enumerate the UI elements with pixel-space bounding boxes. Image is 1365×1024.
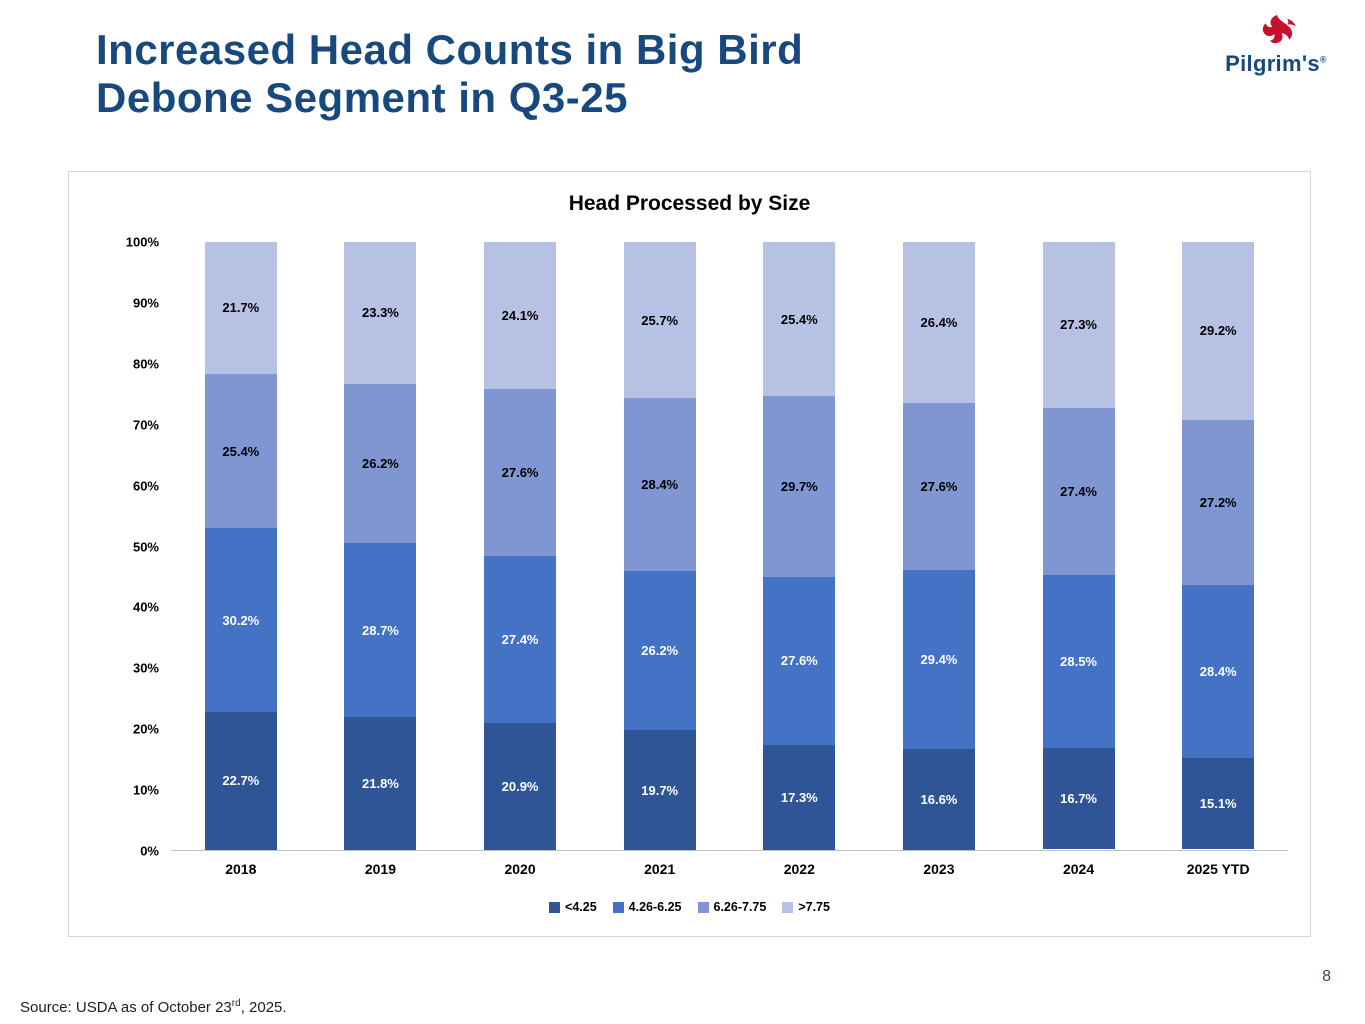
- bar-column: 26.4% 27.6% 29.4% 16.6%: [869, 242, 1009, 850]
- pilgrims-flame-icon: [1262, 15, 1296, 44]
- bar-segment: 15.1%: [1182, 757, 1255, 850]
- bar-segment: 26.2%: [623, 570, 696, 731]
- legend-item: >7.75: [782, 900, 830, 914]
- chart-title: Head Processed by Size: [568, 192, 811, 215]
- y-tick-label: 70%: [132, 417, 159, 433]
- bar-segment: 20.9%: [484, 722, 557, 850]
- legend-label: <4.25: [565, 900, 597, 914]
- category-label: 2024: [1062, 861, 1095, 877]
- category-label: 2023: [923, 861, 955, 877]
- stacked-bar: 23.3% 26.2% 28.7% 21.8%: [344, 242, 417, 850]
- bar-column: 21.7% 25.4% 30.2% 22.7%: [171, 242, 311, 850]
- bar-segment: 21.7%: [204, 242, 277, 374]
- bar-segment: 27.2%: [1182, 419, 1255, 585]
- bar-segment: 25.4%: [204, 373, 277, 529]
- plot-row: 100% 90% 80% 70% 60% 50% 40% 30% 20% 10% 0% 21.7% 2…: [109, 235, 1288, 859]
- bar-segment: 29.7%: [763, 396, 836, 577]
- y-tick-label: 0%: [140, 843, 159, 859]
- bar-segment: 17.3%: [763, 744, 836, 850]
- bar-segment: 26.2%: [344, 383, 417, 543]
- legend-item: <4.25: [549, 900, 597, 914]
- legend-label: >7.75: [798, 900, 830, 914]
- y-tick-label: 30%: [132, 660, 159, 676]
- stacked-bar: 24.1% 27.6% 27.4% 20.9%: [484, 242, 557, 850]
- bar-segment: 24.1%: [484, 242, 557, 389]
- source-note: Source: USDA as of October 23rd, 2025.: [20, 998, 287, 1016]
- y-tick-label: 20%: [132, 721, 159, 737]
- legend-swatch: [549, 901, 561, 913]
- logo-wordmark: Pilgrim's®: [1225, 51, 1327, 76]
- bar-segment: 27.3%: [1042, 242, 1115, 408]
- bar-column: 25.4% 29.7% 27.6% 17.3%: [730, 242, 870, 850]
- y-tick-label: 50%: [132, 539, 159, 554]
- category-label: 2020: [504, 861, 536, 877]
- bar-segment: 28.5%: [1042, 574, 1115, 748]
- bar-segment: 29.4%: [902, 570, 975, 750]
- registered-mark: ®: [1319, 54, 1327, 65]
- legend-item: 6.26-7.75: [697, 900, 767, 914]
- bar-segment: 16.7%: [1042, 747, 1115, 850]
- bar-segment: 27.6%: [484, 388, 557, 557]
- page-number: 8: [1322, 968, 1331, 985]
- bar-column: 23.3% 26.2% 28.7% 21.8%: [311, 242, 451, 850]
- legend-swatch: [782, 901, 794, 913]
- page-title: Increased Head Counts in Big Bird Debone…: [96, 26, 804, 122]
- stacked-bar: 25.7% 28.4% 26.2% 19.7%: [623, 242, 696, 850]
- stacked-bar: 26.4% 27.6% 29.4% 16.6%: [902, 242, 975, 850]
- bar-segment: 19.7%: [623, 730, 696, 850]
- legend-item: 4.26-6.25: [612, 900, 682, 914]
- category-label: 2025 YTD: [1186, 861, 1250, 877]
- bar-segment: 30.2%: [204, 528, 277, 712]
- x-axis: 2018 2019 2020 2021 2022 2023 2024 2025 YTD: [171, 861, 1288, 877]
- stacked-bar: 29.2% 27.2% 28.4% 15.1%: [1182, 242, 1255, 850]
- stacked-bar: 21.7% 25.4% 30.2% 22.7%: [204, 242, 277, 850]
- bar-segment: 27.6%: [763, 576, 836, 745]
- bar-segment: 27.6%: [902, 402, 975, 571]
- y-tick-label: 90%: [132, 295, 159, 311]
- chart-container: Head Processed by Size 100% 90% 80% 70% 60% 5…: [68, 171, 1311, 937]
- y-tick-label: 100%: [125, 234, 159, 250]
- bar-column: 25.7% 28.4% 26.2% 19.7%: [590, 242, 730, 850]
- y-tick-label: 40%: [132, 599, 159, 615]
- bar-column: 29.2% 27.2% 28.4% 15.1%: [1148, 242, 1288, 850]
- pilgrims-logo: Pilgrim's®: [1211, 14, 1341, 76]
- stacked-bar: 27.3% 27.4% 28.5% 16.7%: [1042, 242, 1115, 850]
- category-label: 2021: [644, 861, 676, 877]
- bar-column: 24.1% 27.6% 27.4% 20.9%: [450, 242, 590, 850]
- legend: <4.25 4.26-6.25 6.26-7.75 >7.75: [69, 900, 1310, 914]
- legend-swatch: [612, 901, 624, 913]
- legend-label: 4.26-6.25: [628, 900, 682, 914]
- bar-segment: 28.4%: [623, 398, 696, 571]
- category-label: 2018: [225, 861, 257, 877]
- bar-segment: 22.7%: [204, 711, 277, 850]
- bar-column: 27.3% 27.4% 28.5% 16.7%: [1009, 242, 1149, 850]
- bar-segment: 27.4%: [484, 556, 557, 723]
- bar-segment: 26.4%: [902, 242, 975, 403]
- y-axis: 100% 90% 80% 70% 60% 50% 40% 30% 20% 10% 0%: [109, 235, 171, 859]
- plot-area: 21.7% 25.4% 30.2% 22.7% 23.3% 26.2% 28.7% 21.8%…: [171, 242, 1288, 851]
- bar-segment: 27.4%: [1042, 407, 1115, 575]
- legend-swatch: [697, 901, 709, 913]
- bar-segment: 16.6%: [902, 749, 975, 850]
- source-text-prefix: Source: USDA as of October 23: [20, 999, 232, 1016]
- source-superscript: rd: [231, 998, 241, 1009]
- bar-segment: 25.4%: [763, 242, 836, 397]
- bar-segment: 28.7%: [344, 542, 417, 718]
- stacked-bar: 25.4% 29.7% 27.6% 17.3%: [763, 242, 836, 850]
- bar-segment: 23.3%: [344, 242, 417, 384]
- bar-segment: 21.8%: [344, 717, 417, 850]
- y-tick-label: 10%: [132, 782, 159, 798]
- category-label: 2022: [783, 861, 815, 877]
- bar-segment: 29.2%: [1182, 242, 1255, 420]
- y-tick-label: 60%: [132, 478, 159, 494]
- bar-segment: 28.4%: [1182, 584, 1255, 758]
- category-label: 2019: [364, 861, 397, 877]
- source-text-suffix: , 2025.: [240, 999, 287, 1016]
- y-tick-label: 80%: [132, 356, 159, 372]
- bar-segment: 25.7%: [623, 242, 696, 399]
- legend-label: 6.26-7.75: [713, 900, 767, 914]
